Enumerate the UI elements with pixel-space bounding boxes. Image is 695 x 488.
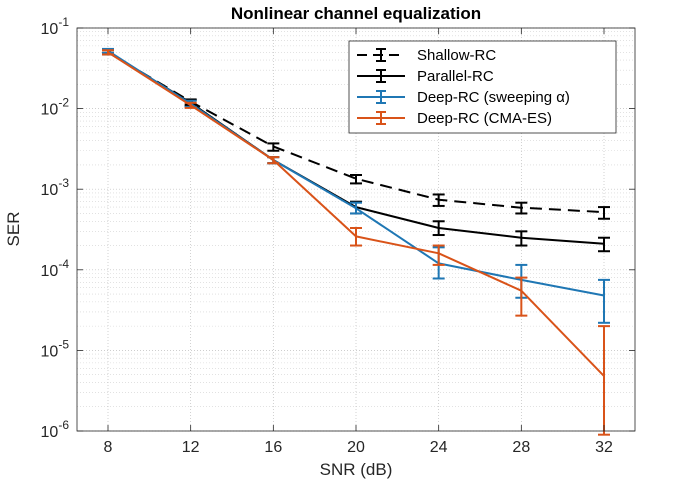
y-tick-label: 10-1 — [41, 15, 70, 38]
x-tick-label: 8 — [104, 439, 113, 456]
legend-entry-label: Deep-RC (CMA-ES) — [417, 110, 552, 127]
x-axis-label: SNR (dB) — [320, 460, 393, 479]
y-tick-label: 10-5 — [41, 337, 70, 360]
legend: Shallow-RC Parallel-RC Deep-RC (sweeping α… — [348, 40, 617, 134]
y-axis-label: SER — [4, 212, 23, 247]
series-4 — [102, 49, 610, 436]
y-tick-label: 10-4 — [41, 257, 70, 280]
y-tick-label: 10-3 — [41, 176, 70, 199]
x-tick-label: 12 — [182, 439, 200, 456]
x-tick-label: 20 — [347, 439, 365, 456]
legend-entry-label: Parallel-RC — [417, 68, 494, 85]
legend-entry-label: Deep-RC (sweeping α) — [417, 89, 570, 106]
ticks: 10-6 10-5 10-4 10-3 10-2 10-1 8 12 16 20 24 28 32 — [41, 15, 635, 456]
x-tick-label: 16 — [264, 439, 282, 456]
legend-entry-label: Shallow-RC — [417, 47, 496, 64]
x-tick-label: 28 — [512, 439, 530, 456]
y-tick-label: 10-2 — [41, 96, 70, 119]
series-layer — [102, 47, 610, 436]
x-tick-label: 32 — [595, 439, 613, 456]
x-tick-label: 24 — [430, 439, 448, 456]
y-tick-label: 10-6 — [41, 418, 70, 441]
chart-title: Nonlinear channel equalization — [231, 4, 481, 23]
